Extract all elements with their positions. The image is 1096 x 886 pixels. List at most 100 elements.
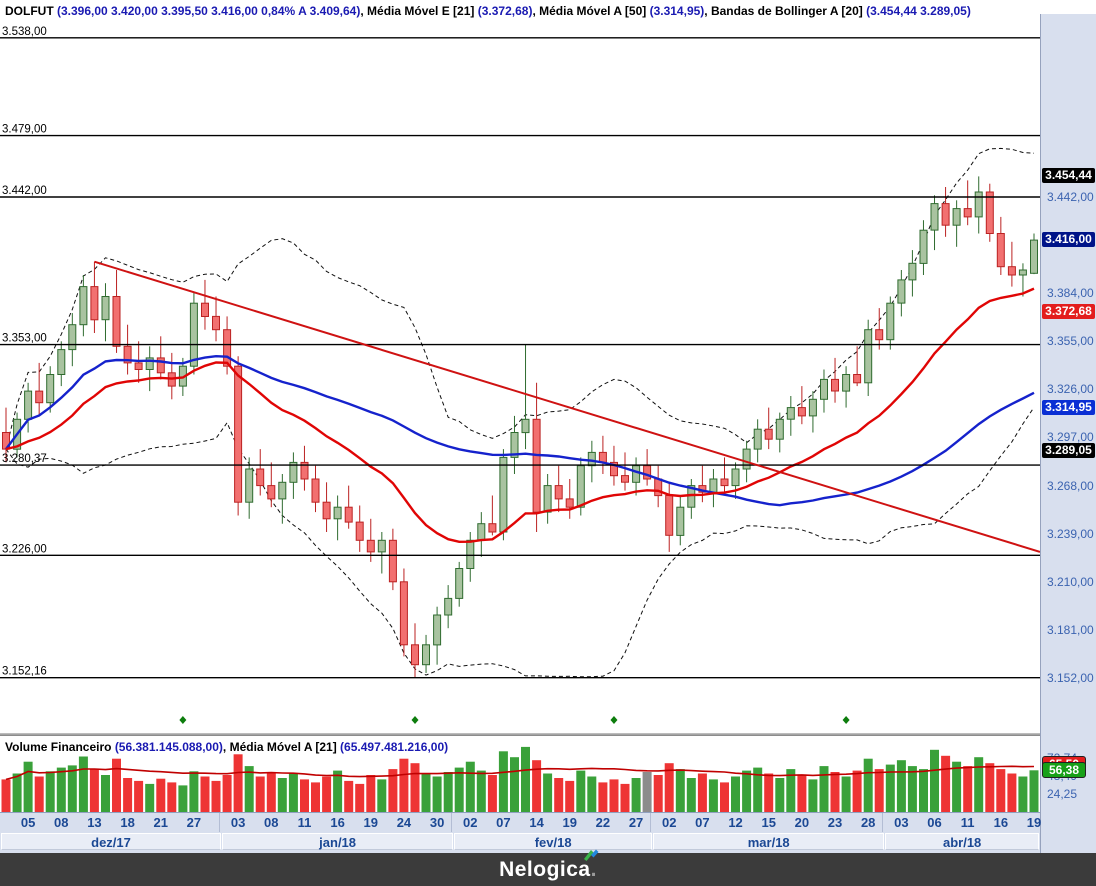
candlestick[interactable] <box>576 465 585 508</box>
volume-bar[interactable] <box>288 773 298 813</box>
candlestick[interactable] <box>1030 239 1038 274</box>
volume-bar[interactable] <box>156 778 166 812</box>
volume-bar[interactable] <box>200 776 210 813</box>
volume-bar[interactable] <box>443 772 453 812</box>
volume-bar[interactable] <box>211 780 221 812</box>
candlestick[interactable] <box>621 475 629 483</box>
volume-bar[interactable] <box>720 782 729 812</box>
volume-bar[interactable] <box>985 763 995 812</box>
volume-bar[interactable] <box>366 775 376 812</box>
candlestick[interactable] <box>322 501 331 520</box>
volume-bar[interactable] <box>598 782 608 812</box>
candlestick[interactable] <box>985 191 994 234</box>
volume-bar[interactable] <box>543 773 553 813</box>
volume-chart-canvas[interactable] <box>0 736 1040 812</box>
candlestick[interactable] <box>632 465 641 483</box>
candlestick[interactable] <box>908 262 917 281</box>
candlestick[interactable] <box>79 286 88 326</box>
volume-bar[interactable] <box>78 756 88 813</box>
volume-bar[interactable] <box>675 769 685 812</box>
volume-bar[interactable] <box>333 770 343 812</box>
volume-bar[interactable] <box>686 778 696 812</box>
date-axis[interactable]: 05 08 13 18 21 27 03 08 11 16 19 24 30 02 07 14 19 22 27 02… <box>0 812 1041 832</box>
volume-bar[interactable] <box>45 771 55 812</box>
volume-bar[interactable] <box>255 776 265 813</box>
volume-bar[interactable] <box>631 778 641 812</box>
candlestick[interactable] <box>864 329 873 384</box>
volume-bar[interactable] <box>266 772 276 812</box>
volume-bar[interactable] <box>532 760 542 812</box>
candlestick[interactable] <box>709 478 718 493</box>
candlestick[interactable] <box>886 302 895 341</box>
candlestick[interactable] <box>742 448 751 470</box>
candlestick[interactable] <box>267 485 276 500</box>
volume-bar[interactable] <box>465 761 475 812</box>
volume-bar[interactable] <box>565 780 575 812</box>
candlestick[interactable] <box>311 478 320 503</box>
volume-bar[interactable] <box>952 761 962 812</box>
candlestick[interactable] <box>212 315 220 331</box>
candlestick[interactable] <box>278 481 287 500</box>
volume-bar[interactable] <box>432 776 442 813</box>
volume-bar[interactable] <box>476 770 486 812</box>
volume-bar[interactable] <box>167 782 177 812</box>
volume-bar[interactable] <box>974 757 984 812</box>
candlestick[interactable] <box>897 279 906 304</box>
candlestick[interactable] <box>189 302 198 367</box>
candlestick[interactable] <box>377 539 386 553</box>
candlestick[interactable] <box>57 349 66 376</box>
candlestick[interactable] <box>587 451 596 467</box>
candlestick[interactable] <box>974 191 983 218</box>
volume-bar[interactable] <box>786 769 796 812</box>
candlestick[interactable] <box>820 378 828 400</box>
candlestick[interactable] <box>101 296 110 321</box>
volume-bar[interactable] <box>896 760 906 812</box>
candlestick[interactable] <box>444 597 453 616</box>
volume-bar[interactable] <box>311 782 320 812</box>
candlestick[interactable] <box>477 523 486 541</box>
volume-bar[interactable] <box>244 766 254 812</box>
volume-bar[interactable] <box>67 765 77 812</box>
candlestick[interactable] <box>433 614 442 646</box>
candlestick[interactable] <box>112 296 121 347</box>
candlestick[interactable] <box>245 468 254 503</box>
candlestick[interactable] <box>399 581 408 646</box>
volume-bar[interactable] <box>498 751 508 812</box>
candlestick[interactable] <box>488 523 497 533</box>
volume-bar[interactable] <box>1007 773 1017 813</box>
volume-bar[interactable] <box>697 773 707 813</box>
volume-bar[interactable] <box>1018 776 1028 813</box>
price-chart-canvas[interactable]: 3.538,00 3.479,00 3.442,00 3.353,00 3.280,37… <box>0 0 1040 736</box>
candlestick[interactable] <box>46 374 55 404</box>
volume-bar[interactable] <box>819 766 829 812</box>
candlestick[interactable] <box>665 495 674 536</box>
volume-bar[interactable] <box>907 766 917 812</box>
candlestick[interactable] <box>256 468 265 487</box>
candlestick[interactable] <box>875 329 884 341</box>
candlestick[interactable] <box>1007 266 1016 276</box>
volume-bar[interactable] <box>178 785 188 812</box>
volume-bar[interactable] <box>731 776 740 813</box>
volume-bar[interactable] <box>410 763 420 812</box>
candlestick[interactable] <box>941 203 950 226</box>
volume-bar[interactable] <box>189 771 199 812</box>
candlestick[interactable] <box>355 521 364 541</box>
candlestick[interactable] <box>123 345 132 364</box>
volume-bar[interactable] <box>112 758 121 812</box>
candlestick[interactable] <box>201 302 209 318</box>
volume-bar[interactable] <box>56 767 66 812</box>
candlestick[interactable] <box>466 539 475 569</box>
candlestick[interactable] <box>145 357 154 370</box>
volume-bar[interactable] <box>554 778 564 812</box>
volume-bar[interactable] <box>653 775 663 812</box>
candlestick[interactable] <box>797 407 806 417</box>
candlestick[interactable] <box>24 390 33 420</box>
volume-bar[interactable] <box>874 769 884 812</box>
candlestick[interactable] <box>853 374 862 384</box>
volume-bar[interactable] <box>421 773 431 813</box>
volume-bar[interactable] <box>23 761 33 812</box>
candlestick[interactable] <box>1018 269 1027 276</box>
candlestick[interactable] <box>411 644 419 666</box>
volume-bar[interactable] <box>377 779 387 812</box>
volume-bar[interactable] <box>322 776 332 813</box>
